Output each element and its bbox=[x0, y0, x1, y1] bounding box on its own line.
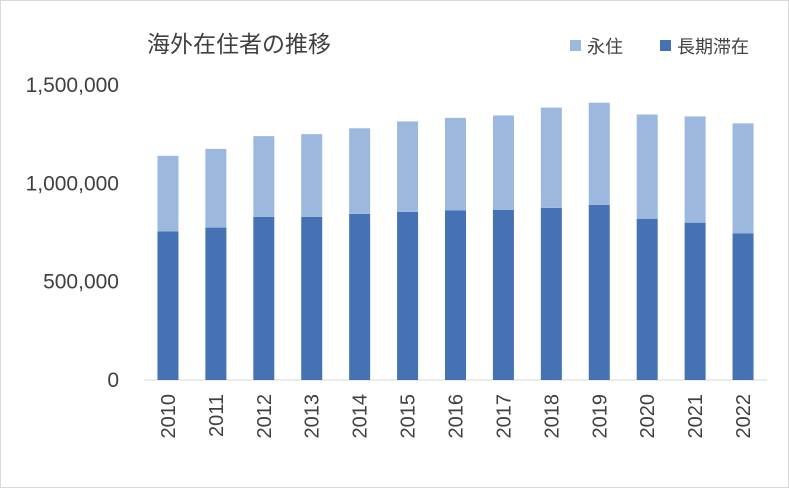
bar-permanent-2022 bbox=[732, 123, 754, 234]
bar-permanent-2018 bbox=[540, 107, 562, 208]
bar-permanent-2017 bbox=[492, 115, 514, 210]
bar-permanent-2020 bbox=[636, 114, 658, 219]
y-tick-label: 1,000,000 bbox=[26, 172, 119, 195]
legend-label-permanent: 永住 bbox=[587, 37, 623, 58]
legend-swatch-long-term bbox=[660, 40, 671, 51]
bar-permanent-2019 bbox=[588, 102, 610, 205]
bar-permanent-2021 bbox=[684, 116, 706, 223]
bar-long-term-2022 bbox=[732, 233, 754, 380]
bar-long-term-2014 bbox=[349, 213, 371, 380]
y-tick-label: 500,000 bbox=[43, 271, 119, 294]
x-tick-label: 2010 bbox=[158, 394, 180, 439]
bar-long-term-2018 bbox=[540, 207, 562, 380]
bar-long-term-2013 bbox=[301, 216, 323, 380]
x-tick-label: 2020 bbox=[637, 394, 659, 439]
bar-long-term-2015 bbox=[397, 211, 419, 380]
legend-label-long-term: 長期滞在 bbox=[677, 37, 749, 58]
x-tick-label: 2018 bbox=[541, 394, 563, 439]
bar-permanent-2016 bbox=[445, 117, 466, 211]
x-tick-label: 2021 bbox=[685, 394, 707, 439]
bar-permanent-2012 bbox=[253, 136, 275, 217]
bar-long-term-2020 bbox=[636, 218, 658, 380]
bar-long-term-2011 bbox=[205, 227, 227, 380]
y-axis-tick-labels: 0 500,000 1,000,000 1,500,000 bbox=[26, 74, 119, 392]
legend-swatch-permanent bbox=[570, 40, 581, 51]
y-tick-label: 1,500,000 bbox=[26, 74, 119, 97]
x-tick-label: 2011 bbox=[206, 394, 228, 437]
bar-long-term-2017 bbox=[492, 209, 514, 380]
bar-permanent-2010 bbox=[157, 155, 179, 232]
x-tick-label: 2013 bbox=[302, 394, 324, 439]
bar-permanent-2011 bbox=[205, 148, 227, 228]
x-tick-label: 2019 bbox=[589, 394, 611, 439]
x-axis-tick-labels: 2010 2011 2012 2013 2014 2015 2016 2017 2018 2019… bbox=[158, 394, 755, 439]
y-tick-label: 0 bbox=[107, 369, 119, 392]
bar-long-term-2016 bbox=[445, 210, 466, 380]
x-tick-label: 2016 bbox=[446, 394, 468, 439]
x-tick-label: 2012 bbox=[254, 394, 276, 439]
x-tick-label: 2017 bbox=[493, 394, 515, 439]
legend: 永住 長期滞在 bbox=[570, 37, 749, 58]
bar-permanent-2013 bbox=[301, 134, 323, 217]
bars bbox=[157, 102, 754, 380]
x-tick-label: 2014 bbox=[350, 394, 372, 439]
bar-long-term-2010 bbox=[157, 231, 179, 380]
chart-title: 海外在住者の推移 bbox=[147, 32, 331, 58]
bar-permanent-2014 bbox=[349, 128, 371, 214]
bar-long-term-2019 bbox=[588, 204, 610, 380]
bar-long-term-2021 bbox=[684, 222, 706, 380]
x-tick-label: 2015 bbox=[398, 394, 420, 439]
x-tick-label: 2022 bbox=[733, 394, 755, 439]
bar-long-term-2012 bbox=[253, 216, 275, 380]
bar-permanent-2015 bbox=[397, 121, 419, 212]
